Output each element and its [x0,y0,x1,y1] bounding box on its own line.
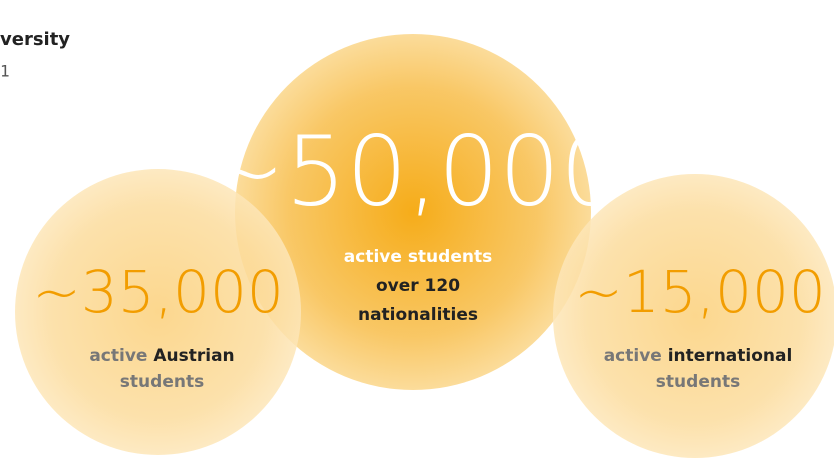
international-number: ~15,000 [574,258,826,326]
header-subtitle: 1 [0,62,10,81]
label-prefix: active [89,346,147,366]
label-prefix: active [604,346,662,366]
austrian-number: ~35,000 [32,258,284,326]
total-line3: nationalities [358,305,478,325]
international-line2: students [656,372,740,392]
label-emphasis: international [668,346,793,366]
circle-international [553,174,834,458]
total-number: ~50,000 [205,115,621,227]
header-title: versity [0,29,70,50]
total-label: active students [344,247,492,267]
circle-austrian [15,169,301,455]
austrian-label: active Austrian [89,346,234,366]
total-line2: over 120 [376,276,460,296]
international-label: active international [604,346,793,366]
circle-total [235,34,591,390]
label-emphasis: Austrian [153,346,234,366]
austrian-line2: students [120,372,204,392]
